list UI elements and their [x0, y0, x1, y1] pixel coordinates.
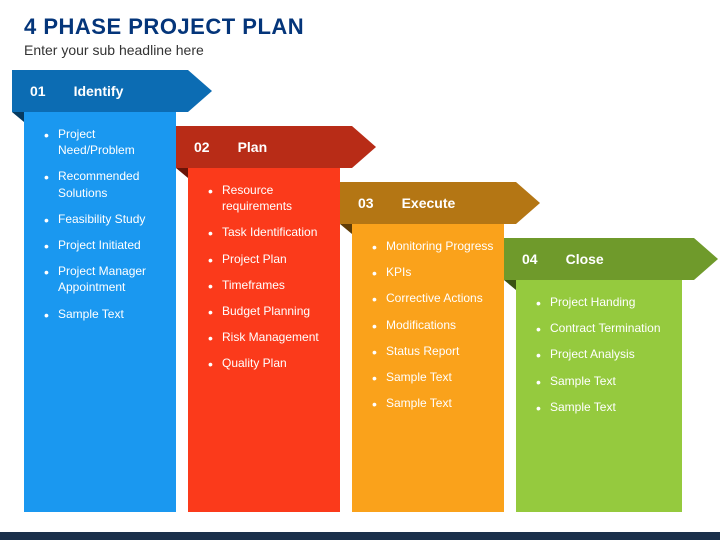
arrow-head-icon: [352, 126, 376, 168]
phase-number: 03: [358, 195, 374, 211]
phase-item-list: Monitoring Progress KPIs Corrective Action…: [372, 238, 494, 411]
phase-arrow: 04 Close: [504, 238, 718, 280]
list-item: Modifications: [372, 317, 494, 333]
phase-arrow: 01 Identify: [12, 70, 212, 112]
list-item: Timeframes: [208, 277, 330, 293]
phase-arrow: 02 Plan: [176, 126, 376, 168]
list-item: Project Handing: [536, 294, 672, 310]
list-item: Feasibility Study: [44, 211, 166, 227]
list-item: Sample Text: [372, 369, 494, 385]
footer-bar: [0, 532, 720, 540]
arrow-head-icon: [188, 70, 212, 112]
list-item: Status Report: [372, 343, 494, 359]
list-item: Recommended Solutions: [44, 168, 166, 200]
list-item: Risk Management: [208, 329, 330, 345]
list-item: KPIs: [372, 264, 494, 280]
fold-shadow-icon: [340, 224, 352, 234]
list-item: Budget Planning: [208, 303, 330, 319]
phase-item-list: Project Handing Contract Termination Proje…: [536, 294, 672, 415]
phase-body: Resource requirements Task Identification…: [188, 168, 340, 512]
fold-shadow-icon: [12, 112, 24, 122]
phase-arrow-body: 02 Plan: [176, 126, 352, 168]
list-item: Monitoring Progress: [372, 238, 494, 254]
arrow-head-icon: [694, 238, 718, 280]
phase-stage: Project Need/Problem Recommended Solution…: [0, 70, 720, 530]
phase-label: Execute: [402, 195, 456, 211]
list-item: Task Identification: [208, 224, 330, 240]
list-item: Quality Plan: [208, 355, 330, 371]
slide-title: 4 PHASE PROJECT PLAN: [24, 14, 696, 40]
list-item: Project Plan: [208, 251, 330, 267]
list-item: Sample Text: [536, 399, 672, 415]
list-item: Corrective Actions: [372, 290, 494, 306]
slide-subtitle: Enter your sub headline here: [24, 42, 696, 58]
list-item: Project Initiated: [44, 237, 166, 253]
list-item: Sample Text: [536, 373, 672, 389]
list-item: Sample Text: [44, 306, 166, 322]
phase-number: 01: [30, 83, 46, 99]
fold-shadow-icon: [504, 280, 516, 290]
list-item: Contract Termination: [536, 320, 672, 336]
phase-label: Plan: [238, 139, 268, 155]
list-item: Project Manager Appointment: [44, 263, 166, 295]
phase-item-list: Resource requirements Task Identification…: [208, 182, 330, 372]
arrow-head-icon: [516, 182, 540, 224]
fold-shadow-icon: [176, 168, 188, 178]
phase-body: Monitoring Progress KPIs Corrective Action…: [352, 224, 504, 512]
phase-number: 02: [194, 139, 210, 155]
phase-item-list: Project Need/Problem Recommended Solution…: [44, 126, 166, 322]
list-item: Resource requirements: [208, 182, 330, 214]
phase-body: Project Need/Problem Recommended Solution…: [24, 112, 176, 512]
phase-arrow-body: 04 Close: [504, 238, 694, 280]
list-item: Sample Text: [372, 395, 494, 411]
list-item: Project Need/Problem: [44, 126, 166, 158]
phase-number: 04: [522, 251, 538, 267]
phase-arrow: 03 Execute: [340, 182, 540, 224]
slide-header: 4 PHASE PROJECT PLAN Enter your sub head…: [0, 0, 720, 66]
list-item: Project Analysis: [536, 346, 672, 362]
phase-arrow-body: 01 Identify: [12, 70, 188, 112]
phase-body: Project Handing Contract Termination Proje…: [516, 280, 682, 512]
phase-label: Identify: [74, 83, 124, 99]
phase-arrow-body: 03 Execute: [340, 182, 516, 224]
phase-label: Close: [566, 251, 604, 267]
